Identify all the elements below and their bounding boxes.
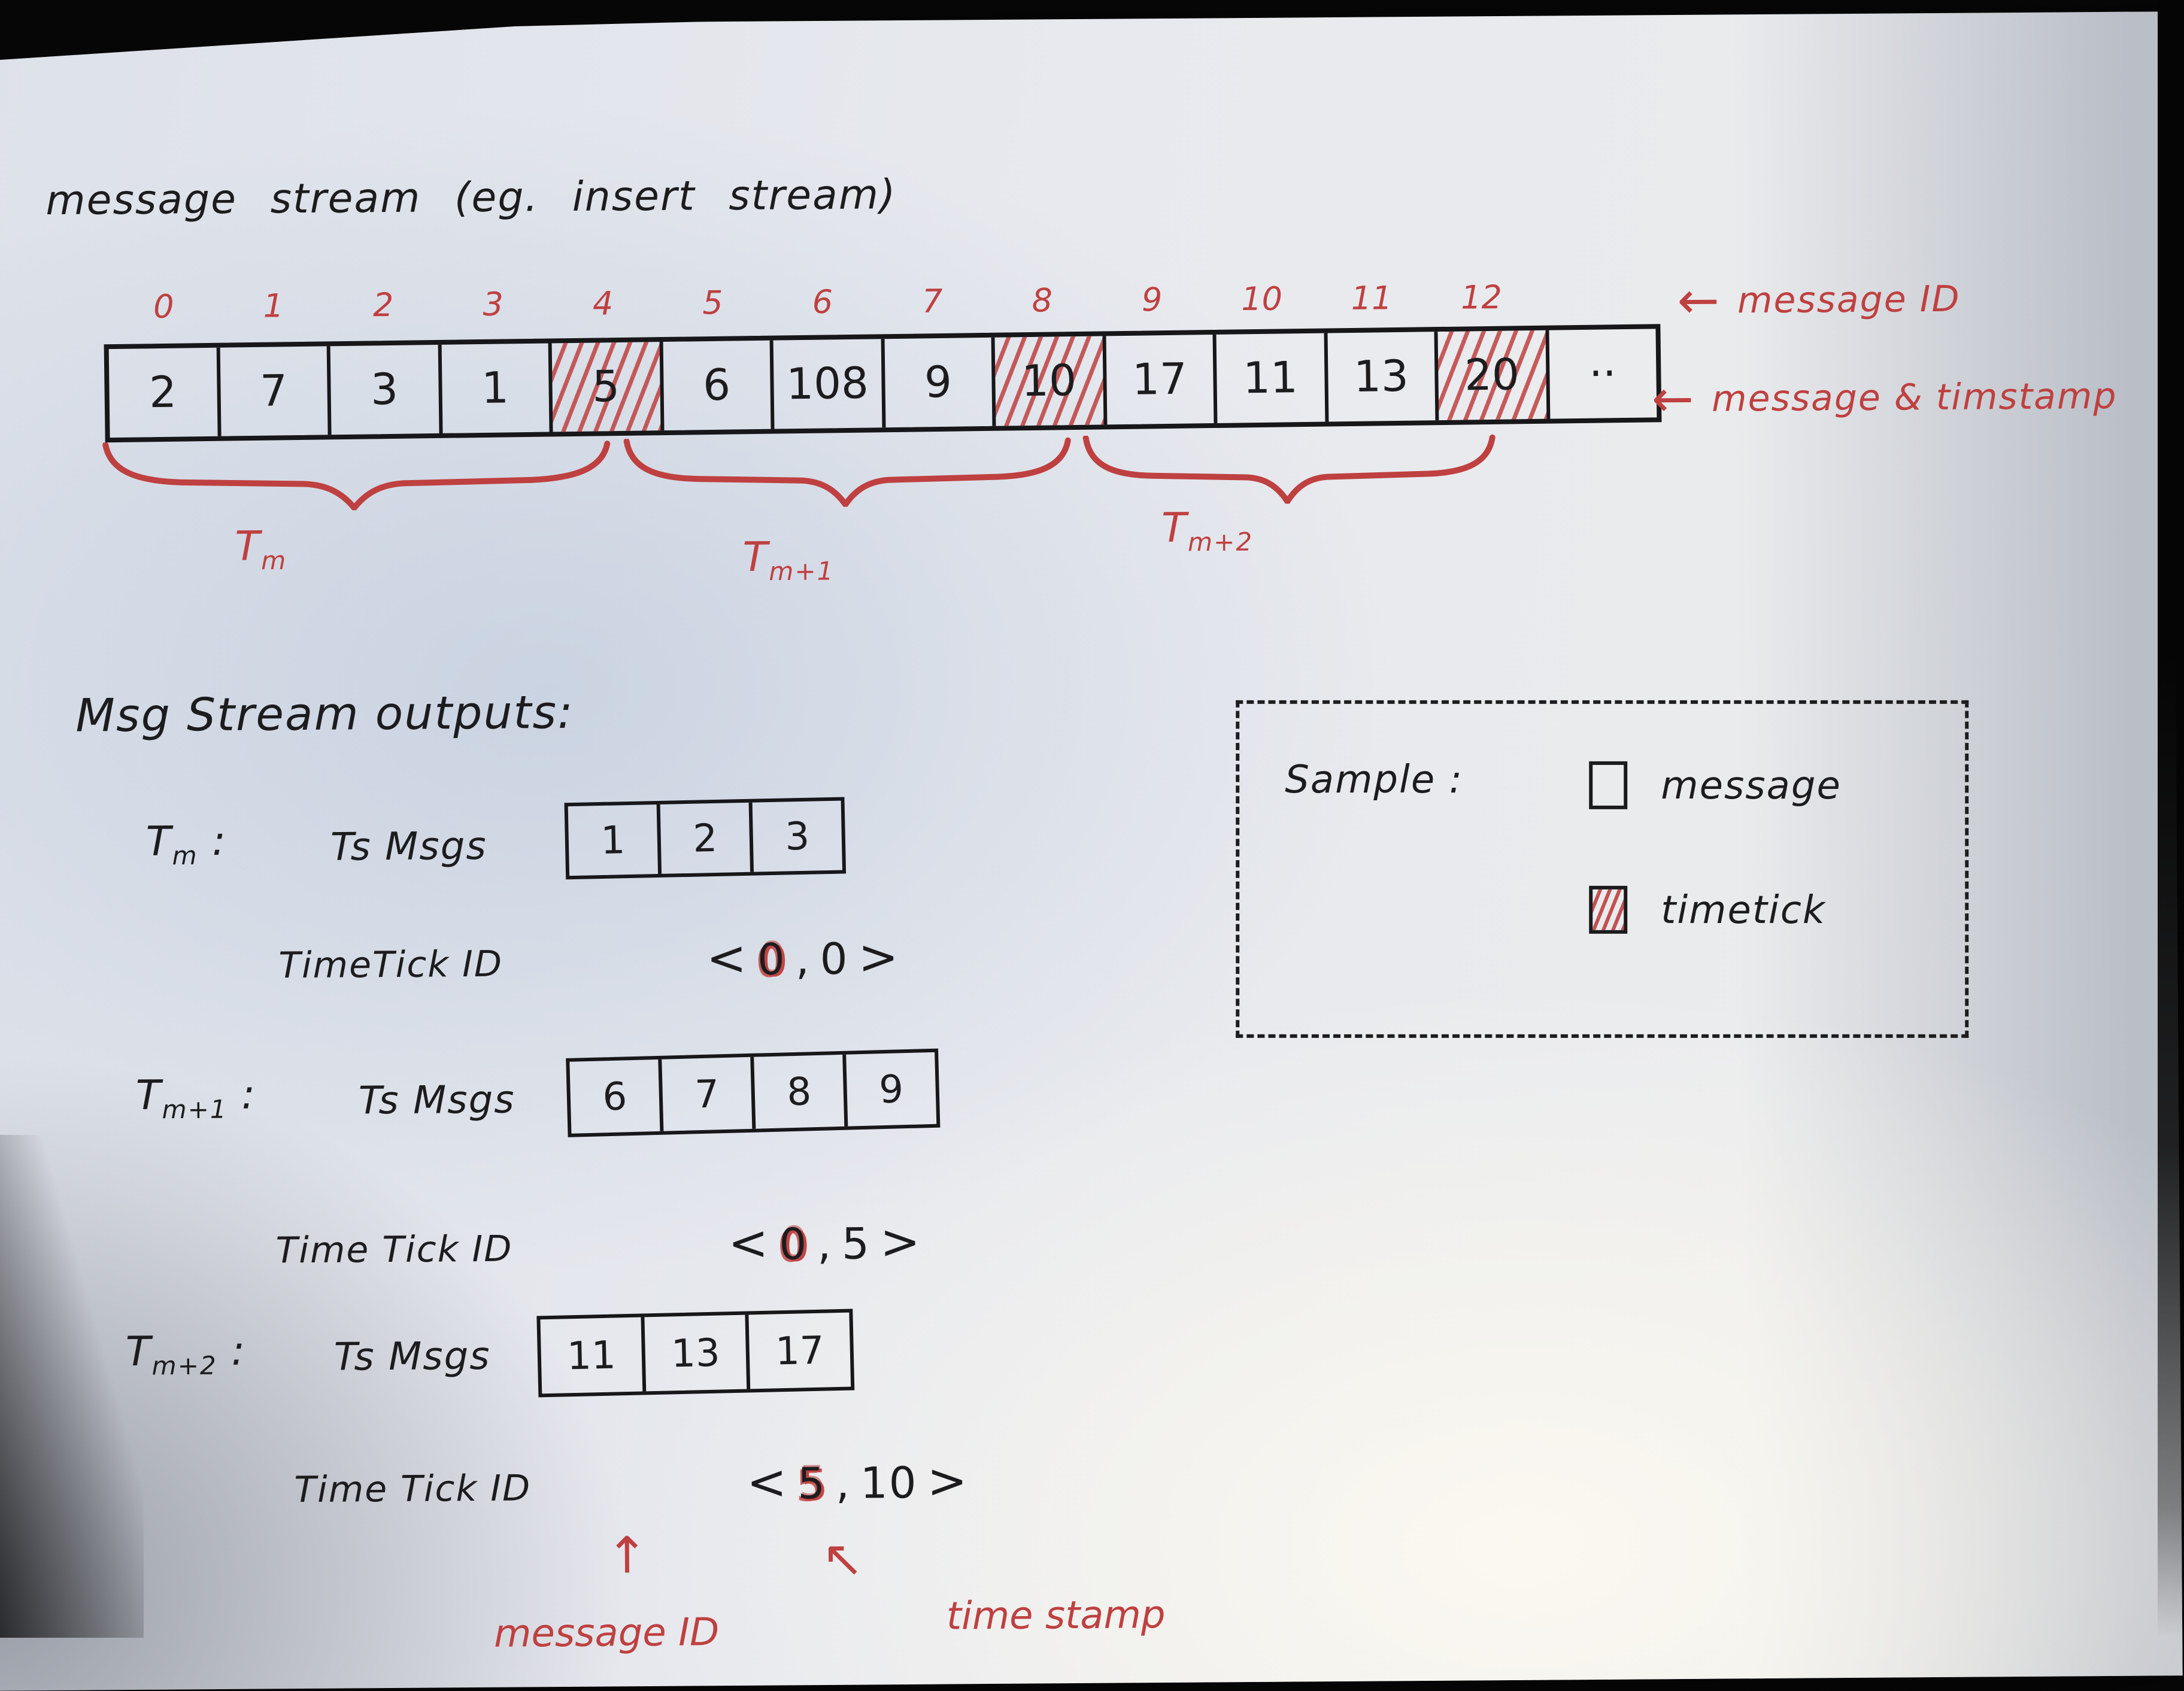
stream-cell-message: 7 — [216, 346, 328, 436]
stream-cell-message: 11 — [1212, 333, 1325, 424]
row-tm1-tick-value: <0, 5 > — [728, 1215, 922, 1272]
stream-cell-message: ·· — [1545, 329, 1657, 419]
stream-cell-message: 2 — [148, 368, 177, 418]
legend-message-label: message — [1661, 762, 1842, 808]
row-tm-msgs-label: Ts Msgs — [330, 822, 487, 870]
row-tm2-msgs-label: Ts Msgs — [333, 1332, 491, 1380]
output-msg-cell: 3 — [748, 800, 842, 872]
stream-cell-message: 6 — [659, 340, 771, 431]
annotation-message-id-label: message ID — [1737, 278, 1961, 322]
pointer-timestamp-label: time stamp — [946, 1591, 1166, 1639]
stream-index-label: 7 — [921, 283, 943, 321]
row-tm2-tick: Time Tick ID <5, 10 > — [294, 1454, 969, 1514]
annotation-message-timestamp-label: message & timstamp — [1711, 375, 2118, 420]
annotation-message-timestamp: ← message & timstamp — [1651, 369, 2143, 429]
group-label-tm2: Tm+2 — [1161, 504, 1254, 557]
stream-index-label: 1 — [263, 288, 284, 326]
pointer-message-id-label: message ID — [493, 1609, 720, 1656]
page-title: message stream (eg. insert stream) — [46, 171, 897, 225]
output-msg-cell: 13 — [641, 1314, 747, 1392]
up-arrow-icon: ↑ — [605, 1526, 648, 1585]
brace-tm1 — [620, 436, 1075, 508]
output-msg-cell: 1 — [600, 817, 626, 863]
stream-index-label: 2 — [372, 287, 394, 325]
timetick-hatched-box-icon — [1589, 885, 1628, 934]
row-tm2-msgs-box: 11 13 17 — [536, 1309, 855, 1398]
stream-cell-timetick: 20 — [1434, 330, 1546, 421]
up-left-arrow-icon: ↖ — [821, 1529, 864, 1588]
row-tm2-tick-label: Time Tick ID — [294, 1468, 532, 1512]
row-tm-tick-value: <0, 0 > — [706, 930, 900, 987]
stream-index-label: 8 — [1032, 283, 1053, 320]
stream-index-label: 0 — [153, 289, 174, 326]
stream-index-label: 9 — [1141, 281, 1163, 320]
row-tm1-msgs-label: Ts Msgs — [358, 1076, 515, 1124]
photo-dark-edge-right — [2158, 0, 2184, 1638]
output-msg-cell: 2 — [656, 802, 751, 874]
output-msg-cell: 8 — [750, 1054, 845, 1129]
output-msg-cell: 11 — [566, 1332, 617, 1379]
output-msg-cell: 17 — [745, 1312, 851, 1389]
stream-index-label: 6 — [812, 284, 833, 322]
row-tm2-label: Tm+2 : — [125, 1327, 247, 1381]
legend-timetick-row: timetick — [1589, 885, 1826, 934]
stream-cell-message: 13 — [1323, 332, 1436, 422]
stream-index-label: 5 — [702, 285, 723, 323]
stream-index-label — [1536, 278, 1646, 316]
row-tm-tick: TimeTick ID <0, 0 > — [278, 930, 900, 989]
stream-index-label: 12 — [1460, 280, 1503, 317]
legend-title: Sample : — [1285, 756, 1464, 802]
stream-cell-message: 1 — [437, 343, 550, 433]
group-label-tm1: Tm+1 — [742, 533, 835, 587]
stream-cell-message: 3 — [326, 344, 439, 435]
row-tm1-tick-label: Time Tick ID — [275, 1228, 513, 1273]
row-tm1-tick: Time Tick ID <0, 5 > — [275, 1215, 921, 1275]
brace-tm2 — [1079, 433, 1499, 505]
legend-message-row: message — [1589, 761, 1842, 809]
outputs-heading: Msg Stream outputs: — [75, 685, 574, 742]
stream-index-label: 10 — [1241, 281, 1283, 319]
output-msg-cell: 6 — [602, 1073, 628, 1120]
stream-cell-message: 9 — [880, 337, 993, 428]
row-tm-tick-label: TimeTick ID — [278, 943, 503, 988]
stream-cell-message: 17 — [1102, 335, 1214, 425]
message-box-icon — [1589, 761, 1628, 809]
output-msg-cell: 9 — [842, 1052, 937, 1127]
stream-index-row: 0 1 2 3 4 5 6 7 8 9 10 11 12 — [108, 278, 1646, 326]
group-label-tm: Tm — [235, 523, 287, 576]
row-tm-label: Tm : — [145, 817, 228, 871]
message-stream-box: 2 7 3 1 5 6 108 9 10 17 11 13 20 ·· — [104, 324, 1662, 443]
sample-legend-box: Sample : message timetick — [1236, 700, 1969, 1038]
stream-cell-timetick: 10 — [991, 336, 1103, 426]
stream-index-label: 3 — [483, 286, 504, 324]
row-tm2-tick-value: <5, 10 > — [746, 1454, 969, 1511]
stream-cell-timetick: 5 — [548, 342, 660, 432]
annotation-message-id: ← message ID — [1677, 271, 1961, 330]
output-msg-cell: 7 — [658, 1057, 753, 1131]
stream-index-label: 4 — [592, 286, 614, 323]
row-tm1-label: Tm+1 : — [135, 1071, 257, 1125]
stream-index-label: 11 — [1351, 280, 1393, 318]
brace-tm — [98, 439, 615, 512]
left-arrow-icon: ← — [1677, 271, 1721, 330]
legend-timetick-label: timetick — [1661, 887, 1826, 933]
stream-cell-message: 108 — [769, 339, 882, 429]
left-arrow-icon: ← — [1651, 369, 1695, 429]
